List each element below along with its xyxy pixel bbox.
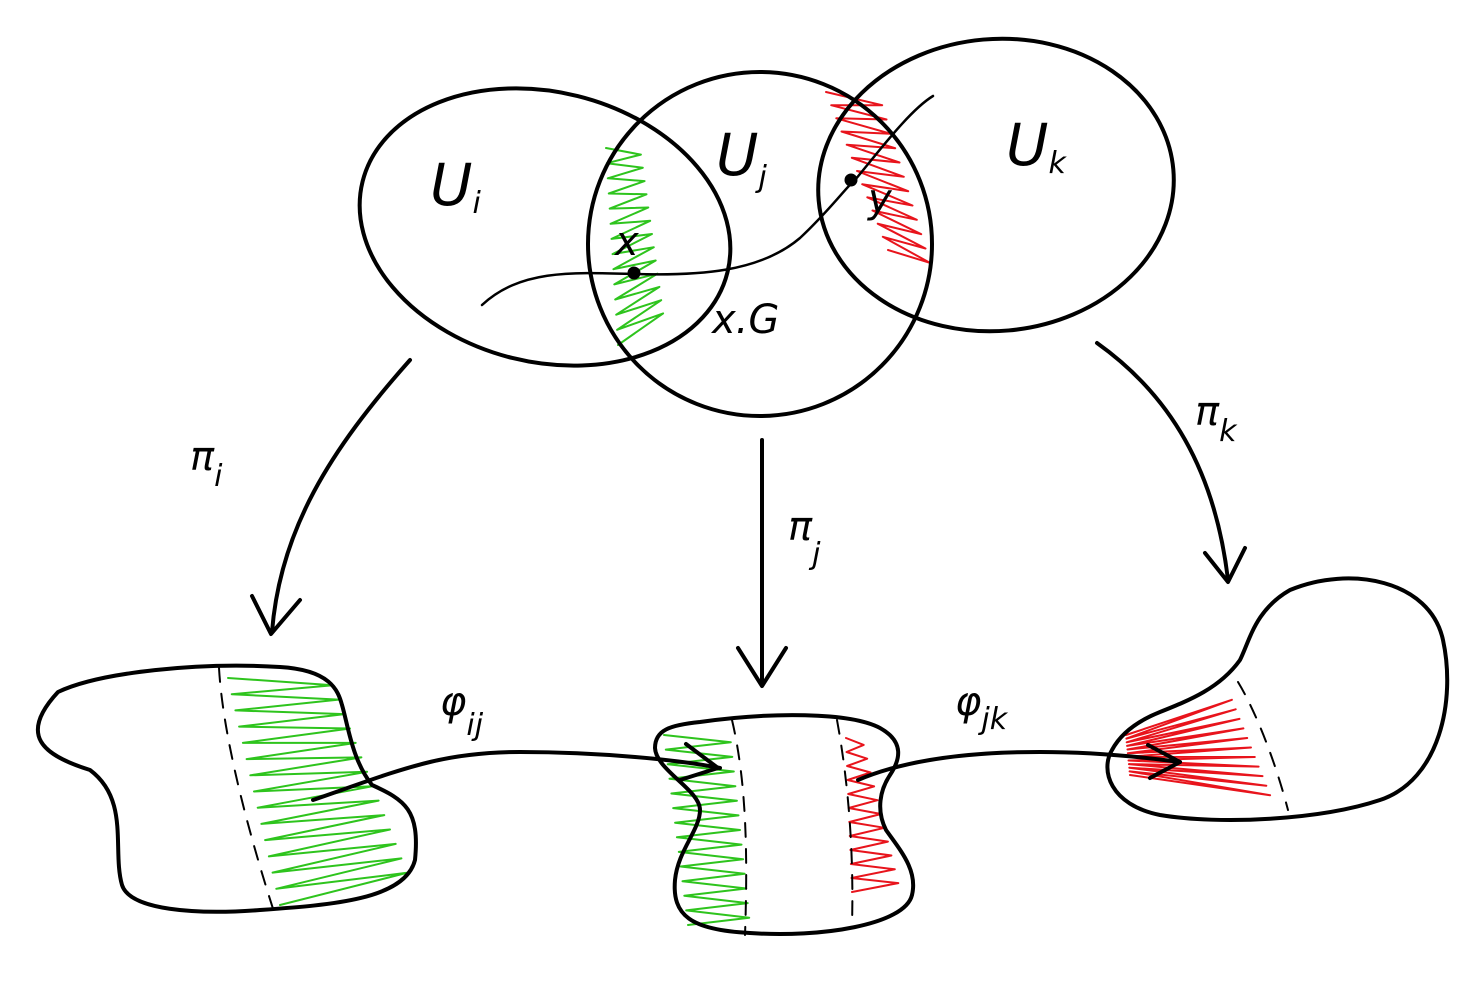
projection-arrowhead-i: [250, 594, 302, 636]
orbit-curve: [480, 94, 935, 307]
projection-label-k: πk: [1195, 389, 1238, 449]
set-ellipse-k: [816, 36, 1176, 334]
hatch-red-chart-j: [845, 737, 900, 893]
boundary-dashed-k: [1237, 681, 1289, 811]
point-x-dot: [627, 266, 641, 280]
transition-arrow-jk: [856, 750, 1182, 782]
orbit-label: x.G: [710, 297, 779, 343]
hatch-red-jk-overlap: [825, 91, 931, 264]
transition-arrowhead-jk: [1146, 743, 1182, 780]
hatch-green-ij-overlap: [605, 147, 665, 346]
boundary-dashed-i: [218, 667, 276, 916]
hatch-red-chart-k: [1125, 698, 1272, 797]
boundary-dashed-j-left: [731, 719, 748, 936]
point-label-x: x: [613, 219, 639, 265]
hatch-green-chart-j: [663, 734, 751, 926]
hatch-green-chart-i: [227, 677, 409, 906]
point-label-y: y: [867, 176, 893, 222]
projection-arrowhead-j: [736, 646, 788, 688]
set-ellipse-i: [357, 86, 733, 368]
chart-shape-k: [1105, 576, 1450, 822]
projection-arrow-i: [270, 358, 412, 634]
transition-label-ij: φij: [440, 679, 484, 743]
transition-label-jk: φjk: [955, 679, 1009, 737]
chart-shape-j: [653, 713, 916, 937]
set-label-i: Ui: [430, 151, 481, 221]
set-label-k: Uk: [1006, 111, 1067, 181]
projection-label-j: πj: [788, 504, 821, 572]
transition-arrowhead-ij: [678, 742, 720, 782]
set-label-j: Uj: [716, 121, 767, 195]
projection-arrow-k: [1095, 341, 1230, 582]
point-y-dot: [844, 173, 858, 187]
projection-label-i: πi: [190, 434, 223, 494]
chart-shape-i: [35, 663, 418, 914]
transition-arrow-ij: [311, 750, 722, 802]
hatching-layer: [227, 91, 1272, 926]
set-circle-j: [586, 70, 934, 418]
projection-arrowhead-k: [1203, 546, 1247, 584]
